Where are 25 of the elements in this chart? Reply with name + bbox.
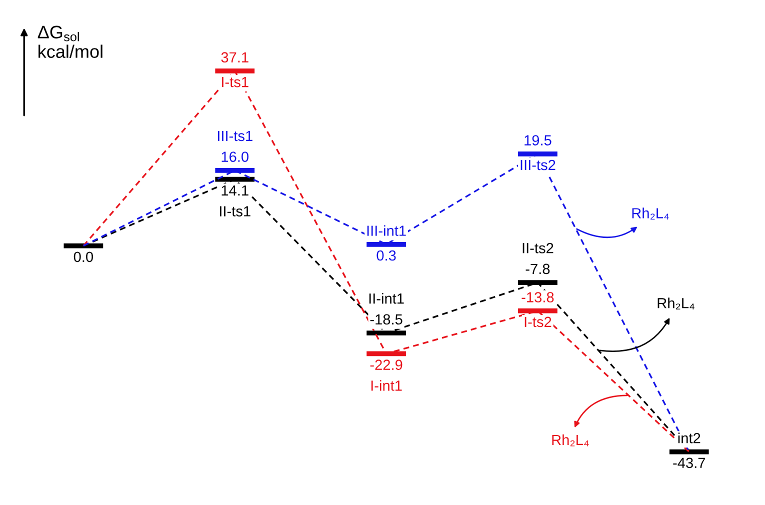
annotation: III-ts1 (218, 130, 252, 142)
annotation: Rh₂L₄ (658, 298, 694, 310)
data-label: 37.1 (221, 52, 248, 63)
data-label: -43.7 (673, 458, 706, 468)
data-label: -7.8 (526, 264, 550, 274)
annotation: I-ts2 (524, 316, 552, 328)
annotation: II-ts1 (220, 206, 250, 216)
annotation: II-int1 (369, 293, 404, 304)
data-label: -13.8 (522, 292, 554, 302)
annotation: II-ts2 (522, 242, 554, 254)
annotation: I-ts1 (222, 77, 248, 88)
annotation: III-int1 (367, 225, 406, 236)
data-label: 19.5 (524, 135, 552, 146)
data-label: -18.5 (370, 314, 402, 325)
annotation: int2 (678, 432, 700, 444)
data-label: -22.9 (370, 360, 402, 370)
data-label: 16.0 (222, 152, 248, 162)
data-label: 0.0 (74, 252, 94, 262)
annotation: III-ts2 (520, 160, 556, 170)
annotation: Rh₂L₄ (632, 208, 669, 220)
annotation: I-int1 (371, 380, 402, 391)
annotation: Rh₂L₄ (552, 434, 589, 446)
y-axis-title: ΔG$_{sol}$ kcal/mol (38, 26, 102, 58)
data-label: 0.3 (376, 250, 396, 261)
data-label: 14.1 (222, 185, 248, 196)
